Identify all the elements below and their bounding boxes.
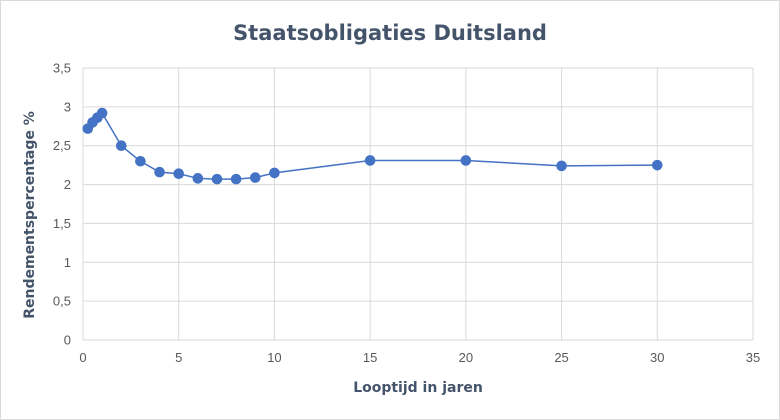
y-tick-label: 1 xyxy=(64,255,71,270)
x-axis-title: Looptijd in jaren xyxy=(353,380,483,396)
x-tick-label: 20 xyxy=(459,350,473,365)
data-point xyxy=(249,172,261,183)
y-tick-label: 1,5 xyxy=(53,216,71,231)
y-axis-ticks: 0 0,5 1 1,5 2 2,5 3 3,5 xyxy=(53,61,71,348)
data-point xyxy=(96,107,108,119)
x-tick-label: 5 xyxy=(175,350,182,365)
x-tick-label: 30 xyxy=(650,350,664,365)
data-point xyxy=(115,140,127,152)
data-point xyxy=(364,155,376,166)
data-point xyxy=(173,168,185,179)
data-point xyxy=(135,155,146,167)
x-tick-label: 10 xyxy=(267,350,281,365)
x-tick-label: 15 xyxy=(363,350,377,365)
data-points xyxy=(82,107,663,185)
y-tick-label: 0 xyxy=(64,333,71,348)
data-point xyxy=(154,166,165,178)
data-point xyxy=(192,173,204,184)
x-axis-ticks: 0 5 10 15 20 25 30 35 xyxy=(79,350,760,365)
y-axis-title: Rendementspercentage % xyxy=(22,111,38,319)
data-point xyxy=(211,173,223,185)
data-point xyxy=(556,160,567,172)
x-tick-label: 0 xyxy=(79,350,86,365)
x-tick-label: 25 xyxy=(554,350,568,365)
gridlines xyxy=(82,67,754,341)
y-tick-label: 0,5 xyxy=(53,294,71,309)
y-tick-label: 2,5 xyxy=(53,138,71,153)
x-tick-label: 35 xyxy=(746,350,760,365)
data-point xyxy=(651,159,663,171)
chart-title: Staatsobligaties Duitsland xyxy=(233,21,547,45)
y-tick-label: 2 xyxy=(64,177,71,192)
data-point xyxy=(269,167,280,179)
data-point xyxy=(460,155,472,166)
y-tick-label: 3 xyxy=(64,99,71,114)
y-tick-label: 3,5 xyxy=(53,61,71,76)
data-point xyxy=(230,173,242,185)
